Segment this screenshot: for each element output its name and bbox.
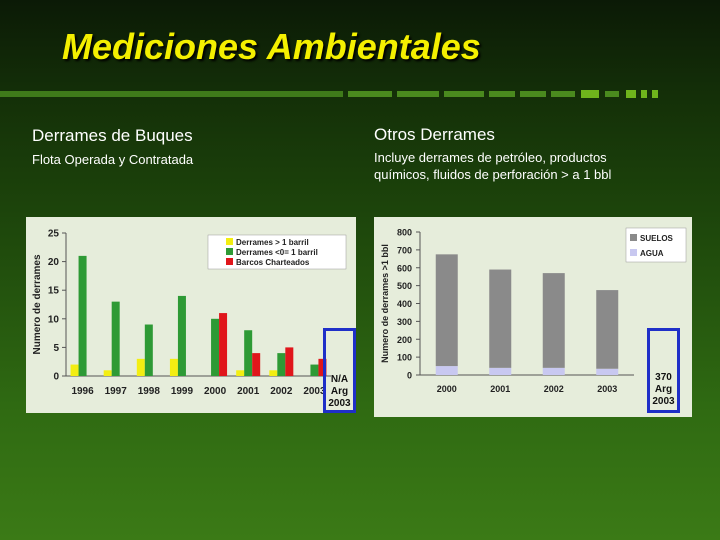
bar-1998-series-1 (144, 324, 153, 376)
x-tick-label: 2002 (270, 386, 293, 397)
y-tick-label: 5 (53, 343, 59, 354)
bar-2003-suelos (596, 290, 619, 369)
x-tick-label: 2001 (490, 384, 510, 394)
bar-2003-series-1 (310, 364, 319, 376)
left-highlight-label2: 2003 (328, 398, 351, 409)
left-heading: Derrames de Buques (32, 126, 193, 145)
bar-2001-series-0 (236, 370, 245, 376)
legend-box (625, 227, 687, 263)
bar-2001-series-2 (252, 353, 261, 376)
bar-2002-suelos (542, 273, 565, 368)
right-subheading-line1: Incluye derrames de petróleo, productos (374, 150, 607, 165)
bar-1997-series-0 (103, 370, 112, 376)
y-tick-label: 700 (397, 245, 412, 255)
left-highlight-label1: Arg (330, 386, 349, 397)
right-chart-panel: 0 100 200 300 400 500 600 700 800 Numero de derra… (374, 217, 692, 417)
x-tick-label: 2000 (437, 384, 457, 394)
y-tick-label: 10 (48, 314, 60, 325)
legend-swatch (226, 248, 233, 255)
bar-2002-agua (542, 367, 565, 375)
x-tick-label: 2003 (597, 384, 617, 394)
left-bar-chart: 0 5 10 15 20 25 Numero de derrames 1996 1997 1998… (32, 229, 347, 397)
legend-label: Barcos Charteados (236, 258, 310, 267)
right-stacked-bar-chart: 0 100 200 300 400 500 600 700 800 Numero de derra… (380, 227, 687, 394)
legend-swatch (630, 249, 637, 256)
y-tick-label: 100 (397, 353, 412, 363)
bar-2000-series-1 (211, 318, 220, 376)
bar-1996-series-0 (70, 364, 79, 376)
right-subheading-line2: químicos, fluidos de perforación > a 1 b… (374, 167, 612, 182)
right-highlight-value: 370 (655, 372, 672, 383)
x-tick-label: 1998 (138, 386, 161, 397)
bar-1999-series-1 (177, 295, 186, 376)
bar-2002-series-0 (269, 370, 278, 376)
y-tick-label: 200 (397, 335, 412, 345)
right-highlight-label2: 2003 (652, 396, 675, 407)
bar-2003-series-2 (318, 358, 327, 376)
y-tick-label: 300 (397, 317, 412, 327)
left-chart-panel: 0 5 10 15 20 25 Numero de derrames 1996 1997 1998… (26, 217, 356, 413)
right-highlight-text: 370 Arg 2003 (647, 372, 680, 408)
x-tick-label: 2003 (303, 386, 326, 397)
bar-2000-suelos (435, 254, 458, 367)
bar-2002-series-1 (277, 353, 286, 376)
right-highlight-label1: Arg (654, 384, 673, 395)
left-highlight-value: N/A (330, 374, 349, 385)
y-axis-title: Numero de derrames >1 bbl (380, 244, 390, 363)
bar-1997-series-1 (111, 301, 120, 376)
title-divider (0, 90, 658, 98)
x-tick-label: 2002 (544, 384, 564, 394)
legend-label: SUELOS (640, 234, 674, 243)
x-tick-label: 2000 (204, 386, 227, 397)
right-heading: Otros Derrames (374, 125, 495, 144)
legend-label: AGUA (640, 249, 664, 258)
y-tick-label: 400 (397, 299, 412, 309)
legend-swatch (226, 258, 233, 265)
left-subheading: Flota Operada y Contratada (32, 152, 194, 167)
legend-label: Derrames <0= 1 barril (236, 248, 318, 257)
chart-legend: SUELOS AGUA (625, 227, 687, 263)
x-tick-label: 1999 (171, 386, 194, 397)
slide-title: Mediciones Ambientales (62, 26, 481, 67)
y-tick-label: 0 (53, 372, 59, 383)
y-tick-label: 15 (48, 286, 60, 297)
y-axis-title: Numero de derrames (32, 254, 43, 354)
x-tick-label: 2001 (237, 386, 260, 397)
bar-2000-agua (435, 366, 458, 375)
x-tick-label: 1997 (105, 386, 128, 397)
y-tick-label: 25 (48, 229, 60, 240)
legend-swatch (630, 234, 637, 241)
y-tick-label: 500 (397, 281, 412, 291)
bar-1996-series-1 (78, 255, 87, 376)
bar-1999-series-0 (169, 358, 178, 376)
bar-2002-series-2 (285, 347, 294, 376)
y-tick-label: 0 (407, 371, 412, 381)
y-tick-label: 600 (397, 263, 412, 273)
bar-2001-agua (489, 367, 512, 375)
y-tick-label: 800 (397, 228, 412, 238)
legend-swatch (226, 238, 233, 245)
x-tick-label: 1996 (71, 386, 94, 397)
bar-2001-suelos (489, 269, 512, 368)
bar-2003-agua (596, 368, 619, 375)
y-tick-label: 20 (48, 257, 60, 268)
legend-label: Derrames > 1 barril (236, 238, 309, 247)
left-highlight-box (323, 328, 356, 413)
bar-1998-series-0 (136, 358, 145, 376)
right-highlight-box (647, 328, 680, 413)
left-highlight-text: N/A Arg 2003 (323, 374, 356, 410)
bar-2001-series-1 (244, 330, 253, 376)
bar-2000-series-2 (219, 313, 228, 376)
